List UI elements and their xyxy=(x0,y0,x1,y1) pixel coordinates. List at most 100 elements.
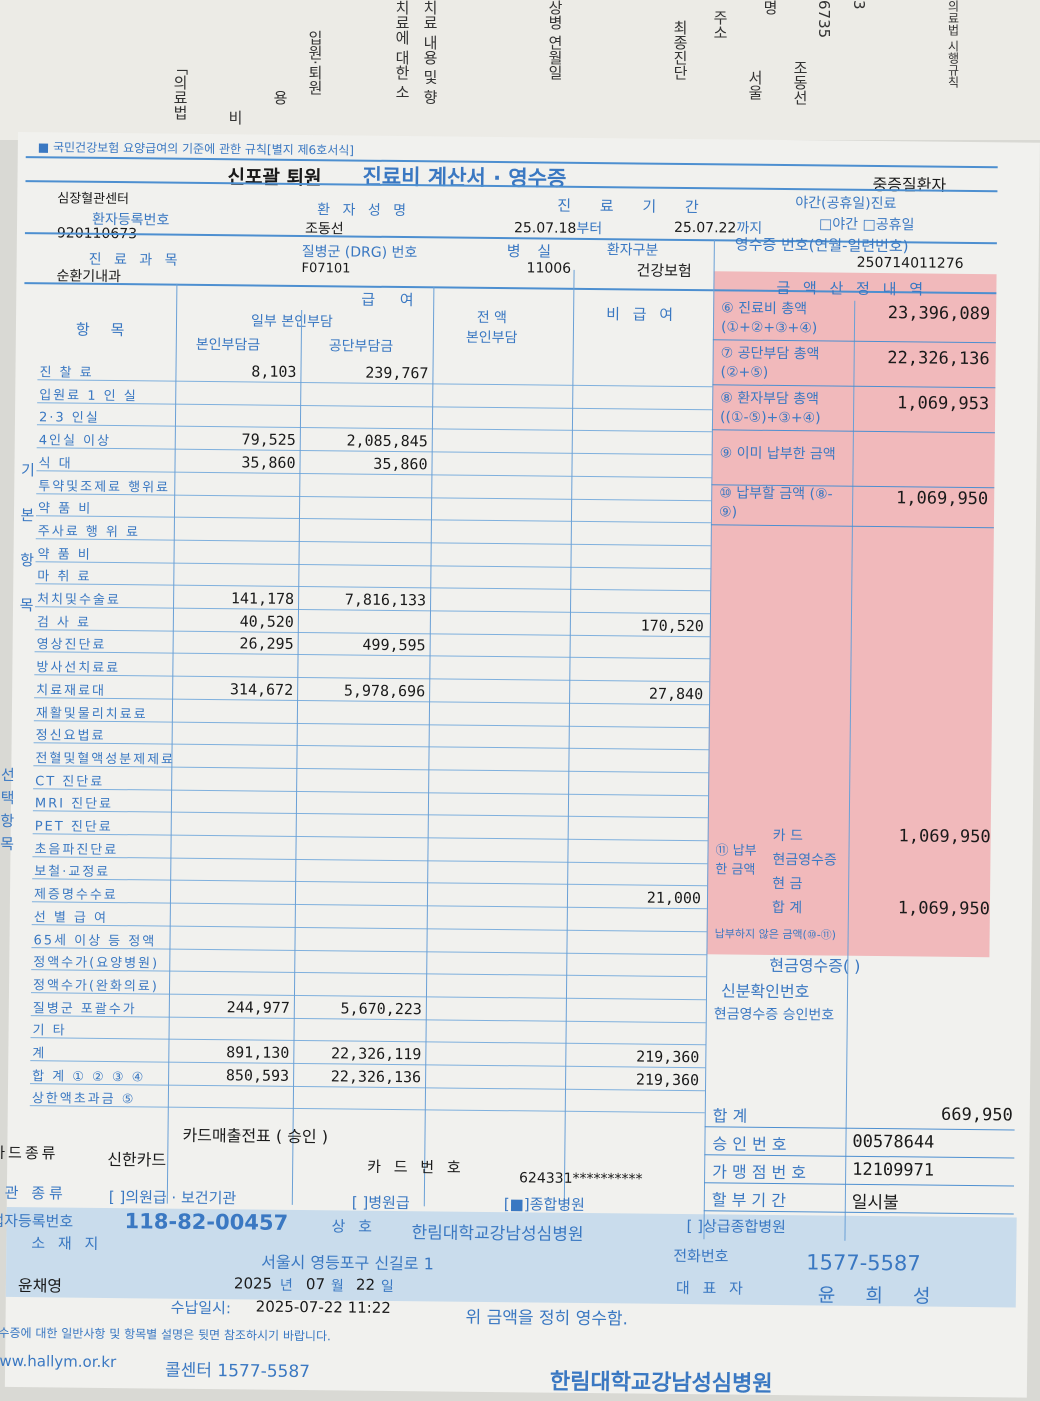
background-text: 주소 xyxy=(711,10,729,40)
card-field-label: 할 부 기 간 xyxy=(711,1190,787,1211)
website[interactable]: www.hallym.or.kr xyxy=(0,1351,117,1372)
row-divider xyxy=(33,787,709,796)
center-name: 심장혈관센터 xyxy=(57,191,130,208)
table-row-label: 재활및물리치료료 xyxy=(35,705,148,722)
col-partial: 일부 본인부담 xyxy=(250,313,333,331)
paid-at: 2025-07-22 11:22 xyxy=(255,1297,391,1317)
col-noncovered: 비 급 여 xyxy=(606,305,678,324)
background-documents: 「의료법 비 용 입원·퇴원 치료 내용 및 향 치료에 대한 소 상병 연월일… xyxy=(0,0,1040,140)
table-row-label: 치료재료대 xyxy=(36,683,107,699)
background-text: 치료 내용 및 향 xyxy=(421,0,439,105)
receipt-number: 250714011276 xyxy=(856,254,964,272)
card-field-value: 12109971 xyxy=(852,1159,935,1181)
calc-item-label: ⑩ 납부할 금액 (⑧-⑨) xyxy=(718,485,833,521)
row-divider xyxy=(32,855,708,864)
calc-item-label: ⑧ 환자부담 총액 ((①-⑤)+③+④) xyxy=(719,390,821,427)
card-field-label: 합 계 xyxy=(712,1106,748,1126)
table-row-label: 주사료 행 위 료 xyxy=(37,524,141,541)
from-suffix: 부터 xyxy=(576,220,603,238)
kind-hospital[interactable]: [ ]병원급 xyxy=(351,1193,410,1213)
table-row-label: 방사선치료료 xyxy=(36,660,121,677)
table-row-label: 선 별 급 여 xyxy=(33,910,109,926)
background-text: 3 xyxy=(850,0,868,10)
table-row-label: 질병군 포괄수가 xyxy=(32,1000,137,1017)
row-divider xyxy=(32,833,708,842)
table-cell-value: 141,178 xyxy=(230,589,295,608)
name-label: 환 자 성 명 xyxy=(317,202,411,220)
table-row-label: 투약및조제료 행위료 xyxy=(38,478,171,496)
calc-item-value: 1,069,950 xyxy=(895,488,989,510)
background-text: 서울 xyxy=(746,70,764,100)
row-divider xyxy=(32,810,708,819)
regulation-text: ■ 국민건강보험 요양급여의 기준에 관한 규칙[별지 제6호서식] xyxy=(37,140,355,158)
hospital-brand: 한림대학교강남성심병원 xyxy=(549,1369,773,1397)
hospital-name: 한림대학교강남성심병원 xyxy=(411,1223,584,1245)
row-divider xyxy=(32,878,708,887)
table-row-label: 영상진단료 xyxy=(36,637,107,654)
cash-approval-label: 현금영수증 승인번호 xyxy=(713,1006,835,1024)
title-prefix: 신포괄 퇴원 xyxy=(227,166,322,190)
table-row-label: 입원료 1 인 실 xyxy=(39,387,138,404)
patient-type: 중증질환자 xyxy=(872,174,947,195)
biz-label: 사업자등록번호 xyxy=(0,1211,74,1231)
card-field-value: 00578644 xyxy=(852,1131,935,1153)
table-row-label: 4인실 이상 xyxy=(38,433,112,450)
table-cell-value: 79,525 xyxy=(241,430,296,450)
table-cell-value: 27,840 xyxy=(648,684,704,704)
card-field-value: 일시불 xyxy=(851,1192,899,1214)
table-row-label: 약 품 비 xyxy=(37,501,93,517)
card-slip-title: 카드매출전표 ( 승인 ) xyxy=(182,1125,329,1147)
calc-title: 금 액 산 정 내 역 xyxy=(776,278,928,299)
rep-label: 대 표 자 xyxy=(675,1278,747,1298)
basic-items-label: 기본항목 xyxy=(16,462,37,643)
calc-item-value: 23,396,089 xyxy=(887,303,991,325)
kind-clinic[interactable]: [ ]의원급 · 보건기관 xyxy=(108,1188,237,1208)
table-row-label: 상한액초과금 ⑤ xyxy=(31,1091,136,1108)
table-cell-value: 244,977 xyxy=(226,997,290,1017)
receipt-label: 영수증 번호(연월-일련번호) xyxy=(734,235,909,256)
paid-item-value: 1,069,950 xyxy=(898,826,991,848)
drg-label: 질병군 (DRG) 번호 xyxy=(301,243,418,262)
paid-item-value: 1,069,950 xyxy=(897,898,991,920)
table-row-label: 제증명수수료 xyxy=(33,887,118,904)
period-from: 25.07.18 xyxy=(513,220,577,237)
table-cell-value: 219,360 xyxy=(635,1070,700,1089)
calc-item-label: ⑦ 공단부담 총액 (②+⑤) xyxy=(720,345,820,381)
table-cell-value: 21,000 xyxy=(646,888,702,908)
confirm-text: 위 금액을 정히 영수함. xyxy=(465,1307,629,1330)
month: 07 xyxy=(305,1275,326,1294)
table-cell-value: 35,860 xyxy=(241,453,296,472)
table-cell-value: 7,816,133 xyxy=(344,590,427,610)
table-cell-value: 40,520 xyxy=(239,612,294,631)
calc-item-label: ⑥ 진료비 총액 (①+②+③+④) xyxy=(720,300,818,337)
drg: F07101 xyxy=(301,260,351,277)
background-text: 명 xyxy=(761,0,779,15)
room-label: 병 실 xyxy=(506,242,558,261)
paid-item-label: 현 금 xyxy=(772,875,803,893)
table-cell-value: 2,085,845 xyxy=(346,431,428,451)
kind-general-hospital[interactable]: [■]종합병원 xyxy=(503,1195,585,1214)
background-text: 상병 연월일 xyxy=(546,0,564,80)
kind-tertiary-hospital[interactable]: [ ]상급종합병원 xyxy=(686,1217,786,1237)
table-row-label: PET 진단료 xyxy=(34,819,113,836)
table-cell-value: 499,595 xyxy=(362,636,426,655)
day: 22 xyxy=(355,1275,376,1294)
table-row-label: 계 xyxy=(32,1046,47,1062)
phone-label: 전화번호 xyxy=(673,1246,729,1266)
table-row-label: 약 품 비 xyxy=(37,546,92,563)
background-text: 최종진단 xyxy=(671,20,689,80)
night-checkboxes[interactable]: □야간 □공휴일 xyxy=(818,216,915,234)
ptype: 건강보험 xyxy=(636,261,692,281)
background-text: 입원·퇴원 xyxy=(306,30,324,95)
paid-at-label: 수납일시: xyxy=(170,1298,232,1318)
table-row-label: 처치및수술료 xyxy=(37,592,121,609)
background-text: 치료에 대한 소 xyxy=(393,0,411,100)
table-cell-value: 26,295 xyxy=(239,634,294,654)
row-divider xyxy=(35,560,711,569)
background-text: 비 xyxy=(226,110,244,125)
card-field-label: 가 맹 점 번 호 xyxy=(712,1162,807,1183)
paid-label: ⑪ 납부한 금액 xyxy=(715,843,757,878)
background-text: 용 xyxy=(271,90,289,105)
table-cell-value: 5,978,696 xyxy=(343,681,426,701)
table-row-label: 진 찰 료 xyxy=(39,365,94,381)
